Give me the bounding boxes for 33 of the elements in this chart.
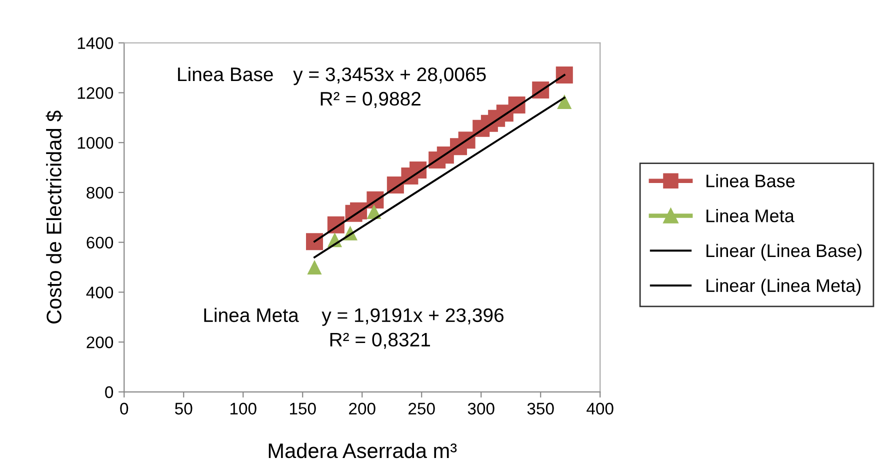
x-tick-label: 300 [468,402,494,415]
x-tick-label: 250 [408,402,435,415]
point [556,66,573,84]
y-tick-label: 0 [105,386,114,398]
annotation: R² = 0,8321 [330,332,430,349]
x-tick-label: 400 [586,402,614,415]
y-tick-label: 1400 [78,37,114,50]
annotation: R² = 0,9882 [320,92,420,108]
x-tick-label: 50 [175,402,192,415]
legend-label: Linea Meta [706,208,794,222]
x-tick-label: 200 [349,402,376,415]
x-tick-label: 100 [230,402,256,415]
point [307,260,322,275]
legend-label: Linear (Linea Meta) [706,278,861,296]
x-tick-label: 350 [527,402,554,415]
x-axis-title: Madera Aserrada m³ [268,442,457,458]
annotation: y = 3,3453x + 28,0065 [293,67,486,86]
y-tick-label: 800 [86,186,114,199]
y-axis-title: Costo de Electricidad $ [46,110,63,324]
legend-label: Linear (Linea Base) [706,244,862,261]
annotation: Linea Base [178,66,273,82]
y-tick-label: 1000 [78,136,114,149]
legend-label: Linea Base [706,174,795,188]
y-tick-label: 200 [86,336,114,348]
point [306,233,324,250]
point [557,94,572,109]
x-tick-label: 0 [120,402,128,415]
x-tick-label: 150 [290,402,316,415]
y-tick-label: 400 [86,286,114,298]
y-tick-label: 600 [86,236,114,249]
annotation: y = 1,9191x + 23,396 [322,308,504,326]
y-tick-label: 1200 [78,87,114,99]
annotation: Linea Meta [204,308,299,322]
